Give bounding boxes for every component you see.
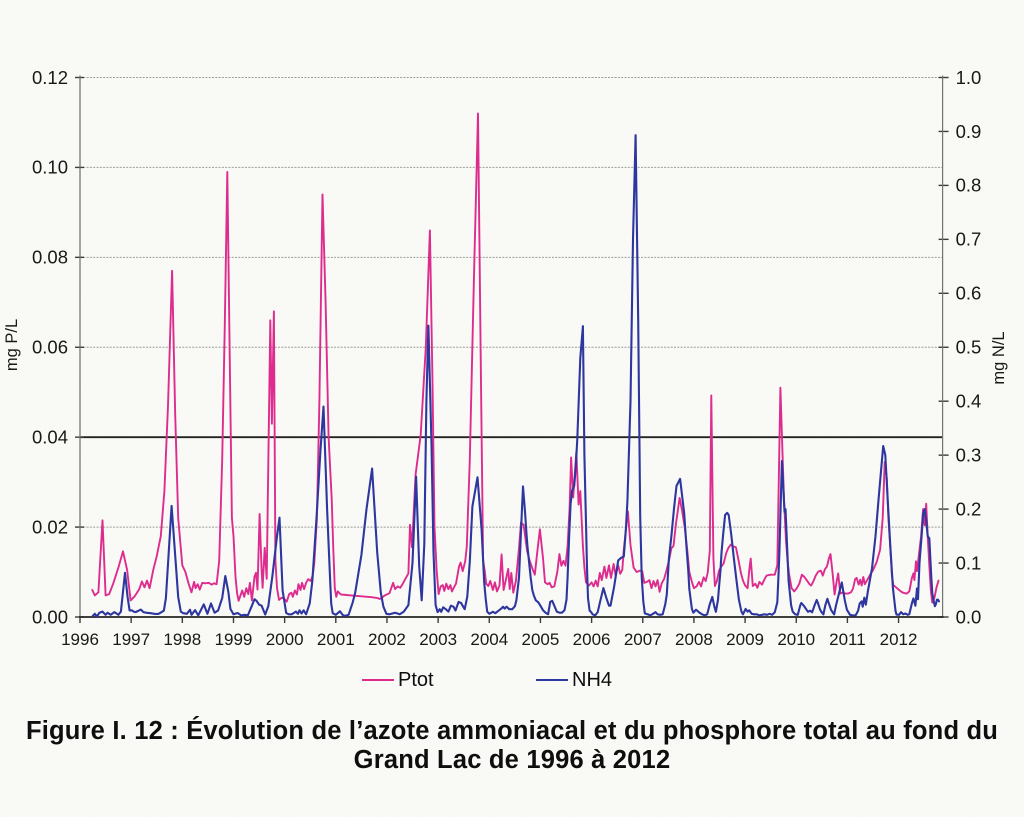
series-line-ptot	[91, 112, 940, 604]
y-axis-right-tick-label: 0.0	[956, 606, 982, 627]
x-axis-tick-label: 2005	[522, 630, 560, 649]
line-chart: 0.00 0.02 0.04 0.06 0.08 0.10 0.12 0.0 0.1 0.2 0.3…	[3, 67, 1008, 649]
x-axis-tick-label: 1997	[112, 630, 150, 649]
y-axis-left-tick-label: 0.00	[32, 606, 68, 627]
y-axis-right-tick-label: 0.6	[956, 283, 982, 304]
y-axis-right-tick-label: 0.9	[956, 121, 982, 142]
y-axis-right-tick-label: 0.3	[956, 444, 982, 465]
legend-label-nh4: NH4	[572, 668, 613, 691]
x-axis-tick-label: 2000	[266, 630, 304, 649]
x-axis-tick-label: 1999	[215, 630, 253, 649]
y-axis-right-title: mg N/L	[990, 331, 1008, 384]
x-axis-tick-label: 2009	[726, 630, 764, 649]
legend-label-ptot: Ptot	[398, 668, 434, 691]
y-axis-right-tick-label: 0.2	[956, 498, 982, 519]
figure-caption-line2: Grand Lac de 1996 à 2012	[353, 745, 671, 774]
legend-item-ptot: Ptot	[362, 668, 434, 692]
x-axis-tick-label: 2006	[573, 630, 611, 649]
nh4-line-swatch	[536, 679, 568, 681]
x-axis-tick-label: 1996	[61, 630, 99, 649]
y-axis-right-tick-label: 0.5	[956, 337, 982, 358]
y-axis-right-tick-label: 1.0	[956, 67, 982, 88]
y-axis-left-tick-label: 0.12	[32, 67, 68, 88]
x-axis-tick-label: 2001	[317, 630, 355, 649]
x-axis-tick-label: 2007	[624, 630, 662, 649]
x-axis-tick-label: 2012	[880, 630, 918, 649]
figure-caption: Figure I. 12 : Évolution de l’azote ammo…	[0, 717, 1024, 774]
y-axis-left-title: mg P/L	[3, 319, 21, 371]
y-axis-right-tick-label: 0.8	[956, 175, 982, 196]
x-axis-tick-label: 2004	[470, 630, 508, 649]
y-axis-right-tick-label: 0.4	[956, 391, 982, 412]
ptot-line-swatch	[362, 679, 394, 681]
x-axis-tick-label: 1998	[163, 630, 201, 649]
y-axis-right-tick-label: 0.1	[956, 552, 982, 573]
y-axis-right-tick-label: 0.7	[956, 229, 982, 250]
y-axis-left-tick-label: 0.08	[32, 247, 68, 268]
chart-legend: Ptot NH4	[0, 668, 1024, 692]
series-line-nh4	[91, 134, 941, 618]
legend-item-nh4: NH4	[536, 668, 612, 692]
x-axis-tick-label: 2002	[368, 630, 406, 649]
x-axis-tick-label: 2003	[419, 630, 457, 649]
x-axis-tick-label: 2008	[675, 630, 713, 649]
x-axis-tick-label: 2011	[829, 630, 866, 649]
x-axis-tick-label: 2010	[777, 630, 815, 649]
y-axis-left-tick-label: 0.04	[32, 426, 68, 447]
y-axis-left-tick-label: 0.02	[32, 516, 68, 537]
y-axis-left-tick-label: 0.06	[32, 337, 68, 358]
y-axis-left-tick-label: 0.10	[32, 157, 68, 178]
figure-caption-line1: Figure I. 12 : Évolution de l’azote ammo…	[25, 717, 999, 745]
